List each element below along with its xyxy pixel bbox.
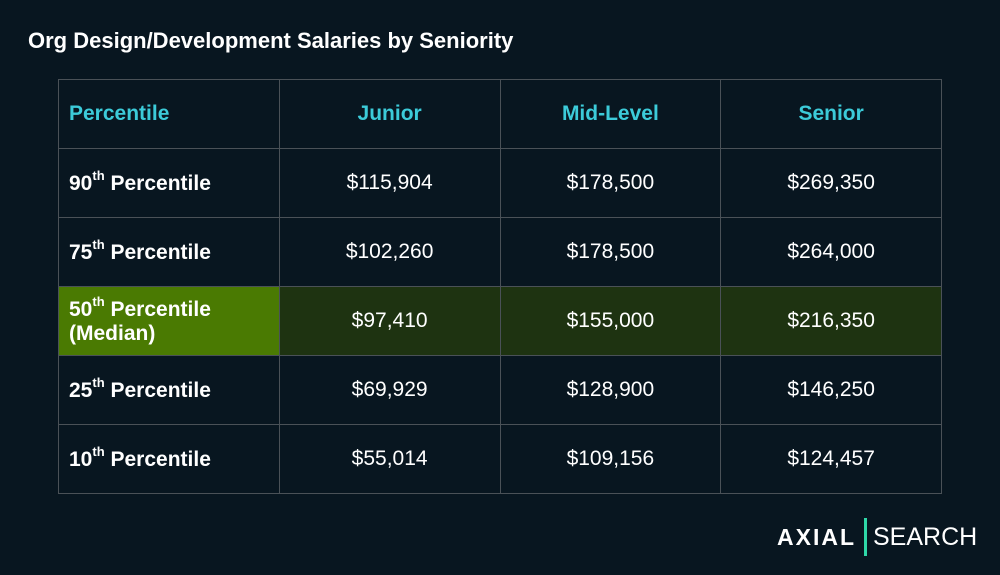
percentile-label: Percentile [110,172,211,195]
percentile-number: 75 [69,241,93,264]
table-header-row: Percentile Junior Mid-Level Senior [58,79,942,149]
mid-level-value: $109,156 [499,424,722,494]
percentile-label: Percentile [110,241,211,264]
junior-value: $69,929 [278,355,501,425]
table-row: 10th Percentile $55,014 $109,156 $124,457 [58,424,942,494]
logo-divider [864,518,867,556]
header-mid-level: Mid-Level [499,79,722,149]
header-junior: Junior [278,79,501,149]
mid-level-value: $128,900 [499,355,722,425]
senior-value: $146,250 [720,355,942,425]
logo-search: SEARCH [873,522,978,551]
percentile-label: Percentile [110,448,211,471]
ordinal-suffix: th [92,237,105,252]
mid-level-value: $178,500 [499,217,722,287]
row-label: 10th Percentile [58,424,280,494]
logo-axial: AXIAL [777,523,856,550]
ordinal-suffix: th [92,444,105,459]
senior-value: $216,350 [720,286,942,356]
table-row: 50th Percentile (Median) $97,410 $155,000 $… [58,286,942,356]
senior-value: $124,457 [720,424,942,494]
junior-value: $102,260 [278,217,501,287]
ordinal-suffix: th [92,375,105,390]
senior-value: $269,350 [720,148,942,218]
table-row: 75th Percentile $102,260 $178,500 $264,000 [58,217,942,287]
percentile-label: Percentile [110,379,211,402]
ordinal-suffix: th [92,168,105,183]
table-row: 90th Percentile $115,904 $178,500 $269,350 [58,148,942,218]
percentile-number: 25 [69,379,93,402]
row-label: 75th Percentile [58,217,280,287]
ordinal-suffix: th [92,294,105,309]
percentile-number: 10 [69,448,93,471]
junior-value: $97,410 [278,286,501,356]
salary-table: Percentile Junior Mid-Level Senior 90th … [58,79,942,494]
percentile-number: 90 [69,172,93,195]
table-row: 25th Percentile $69,929 $128,900 $146,250 [58,355,942,425]
mid-level-value: $178,500 [499,148,722,218]
row-label: 25th Percentile [58,355,280,425]
percentile-number: 50 [69,298,93,321]
percentile-label: Percentile (Median) [69,298,211,345]
page-title: Org Design/Development Salaries by Senio… [28,28,514,53]
header-percentile: Percentile [58,79,280,149]
header-senior: Senior [720,79,942,149]
axial-search-logo: AXIAL SEARCH [777,518,977,556]
junior-value: $55,014 [278,424,501,494]
mid-level-value: $155,000 [499,286,722,356]
row-label: 50th Percentile (Median) [58,286,280,356]
row-label: 90th Percentile [58,148,280,218]
junior-value: $115,904 [278,148,501,218]
senior-value: $264,000 [720,217,942,287]
